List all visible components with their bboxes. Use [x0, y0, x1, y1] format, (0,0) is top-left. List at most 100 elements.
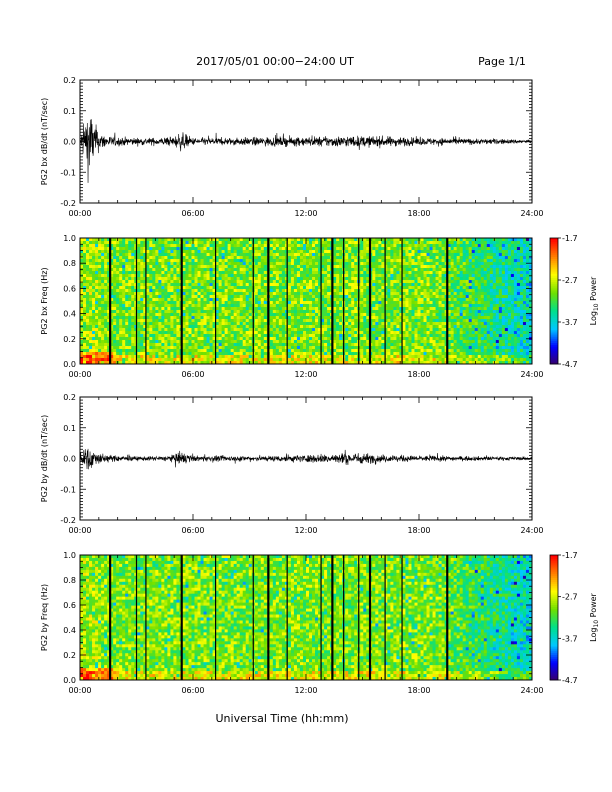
heatmap-cell — [116, 286, 120, 290]
heatmap-cell — [113, 250, 117, 254]
x-tick-label: 00:00 — [68, 209, 91, 218]
heatmap-cell — [206, 343, 210, 347]
heatmap-cell — [173, 298, 177, 302]
heatmap-cell — [86, 241, 90, 245]
heatmap-cell — [161, 256, 165, 260]
heatmap-cell — [236, 331, 241, 335]
heatmap-cell — [131, 301, 135, 305]
heatmap-cell — [384, 334, 388, 338]
heatmap-cell — [260, 328, 265, 332]
heatmap-cell — [381, 259, 385, 263]
heatmap-cell — [348, 238, 352, 242]
heatmap-cell — [113, 247, 117, 251]
heatmap-cell — [278, 298, 283, 302]
heatmap-cell — [233, 361, 238, 365]
heatmap-cell — [384, 331, 388, 335]
heatmap-cell — [336, 298, 340, 302]
heatmap-cell — [278, 292, 283, 296]
heatmap-cell — [333, 322, 337, 326]
heatmap-cell — [119, 247, 123, 251]
heatmap-cell — [393, 280, 397, 284]
heatmap-cell — [363, 274, 367, 278]
heatmap-cell — [194, 316, 198, 320]
heatmap-cell — [321, 280, 325, 284]
heatmap-cell — [221, 349, 226, 353]
heatmap-cell — [167, 325, 171, 329]
heatmap-cell — [339, 259, 343, 263]
heatmap-cell — [375, 346, 379, 350]
heatmap-cell — [239, 241, 244, 245]
heatmap-cell — [339, 268, 343, 272]
heatmap-cell — [372, 271, 376, 275]
heatmap-cell — [296, 346, 301, 350]
heatmap-cell — [203, 361, 207, 365]
heatmap-cell — [170, 274, 174, 278]
heatmap-cell — [218, 241, 223, 245]
heatmap-cell — [149, 268, 153, 272]
heatmap-cell — [348, 337, 352, 341]
heatmap-cell — [396, 331, 400, 335]
heatmap-cell — [227, 301, 232, 305]
heatmap-cell — [98, 343, 102, 347]
heatmap-cell — [272, 253, 277, 257]
heatmap-cell — [191, 337, 195, 341]
heatmap-cell — [194, 304, 198, 308]
heatmap-cell — [275, 286, 280, 290]
heatmap-cell — [119, 337, 123, 341]
heatmap-cell — [140, 268, 144, 272]
heatmap-cell — [92, 343, 96, 347]
heatmap-cell — [104, 337, 108, 341]
heatmap-cell — [372, 361, 376, 365]
heatmap-cell — [230, 361, 235, 365]
heatmap-cell — [345, 262, 349, 266]
heatmap-cell — [110, 256, 114, 260]
heatmap-cell — [197, 310, 201, 314]
heatmap-cell — [272, 256, 277, 260]
heatmap-cell — [360, 265, 364, 269]
heatmap-cell — [245, 313, 250, 317]
heatmap-cell — [290, 316, 295, 320]
heatmap-cell — [420, 247, 424, 251]
heatmap-cell — [245, 349, 250, 353]
heatmap-cell — [263, 241, 268, 245]
heatmap-cell — [426, 277, 430, 281]
heatmap-cell — [333, 274, 337, 278]
heatmap-cell — [423, 298, 427, 302]
heatmap-cell — [336, 286, 340, 290]
heatmap-cell — [309, 307, 313, 311]
heatmap-cell — [152, 289, 156, 293]
heatmap-cell — [393, 262, 397, 266]
heatmap-cell — [242, 358, 247, 362]
heatmap-cell — [176, 358, 180, 362]
heatmap-cell — [366, 238, 370, 242]
heatmap-cell — [260, 256, 265, 260]
heatmap-cell — [197, 292, 201, 296]
heatmap-cell — [149, 325, 153, 329]
heatmap-cell — [408, 304, 412, 308]
heatmap-cell — [119, 316, 123, 320]
heatmap-cell — [164, 277, 168, 281]
heatmap-cell — [257, 331, 262, 335]
heatmap-cell — [260, 241, 265, 245]
heatmap-cell — [272, 247, 277, 251]
heatmap-cell — [296, 247, 301, 251]
heatmap-cell — [281, 295, 286, 299]
heatmap-cell — [128, 244, 132, 248]
heatmap-cell — [98, 298, 102, 302]
heatmap-cell — [348, 304, 352, 308]
heatmap-cell — [248, 337, 253, 341]
heatmap-cell — [387, 322, 391, 326]
heatmap-cell — [399, 304, 403, 308]
heatmap-cell — [89, 361, 93, 365]
heatmap-cell — [345, 265, 349, 269]
heatmap-cell — [101, 304, 105, 308]
heatmap-cell — [318, 352, 322, 356]
heatmap-cell — [188, 358, 192, 362]
heatmap-cell — [95, 268, 99, 272]
heatmap-cell — [360, 307, 364, 311]
heatmap-cell — [384, 325, 388, 329]
heatmap-cell — [375, 349, 379, 353]
heatmap-cell — [324, 250, 328, 254]
heatmap-cell — [363, 334, 367, 338]
heatmap-cell — [92, 295, 96, 299]
